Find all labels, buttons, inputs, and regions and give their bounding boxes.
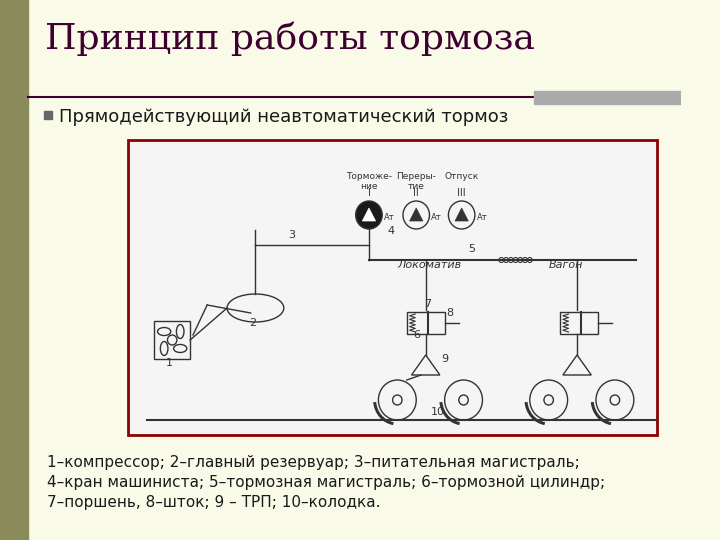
Text: Ат: Ат: [384, 213, 395, 221]
Text: Отпуск: Отпуск: [444, 172, 479, 181]
Bar: [0, 0, 28, 540]
Text: 6: 6: [413, 330, 420, 340]
Circle shape: [356, 201, 382, 229]
Circle shape: [403, 201, 430, 229]
Text: 8: 8: [446, 308, 454, 318]
Text: Прямодействующий неавтоматический тормоз: Прямодействующий неавтоматический тормоз: [58, 108, 508, 126]
Text: 7: 7: [424, 299, 431, 309]
Polygon shape: [455, 208, 468, 221]
Text: II: II: [413, 188, 419, 198]
Text: 7–поршень, 8–шток; 9 – ТРП; 10–колодка.: 7–поршень, 8–шток; 9 – ТРП; 10–колодка.: [48, 495, 381, 510]
Bar: [154, 321, 190, 359]
Text: Ат: Ат: [477, 213, 487, 221]
Bar: [560, 312, 598, 334]
Text: 1–компрессор; 2–главный резервуар; 3–питательная магистраль;: 1–компрессор; 2–главный резервуар; 3–пит…: [48, 455, 580, 470]
Text: Локоматив: Локоматив: [397, 260, 462, 270]
Text: I: I: [367, 188, 370, 198]
Bar: [407, 312, 445, 334]
Text: 1: 1: [166, 358, 173, 368]
Text: 4–кран машиниста; 5–тормозная магистраль; 6–тормозной цилиндр;: 4–кран машиниста; 5–тормозная магистраль…: [48, 475, 606, 490]
Text: 3: 3: [289, 230, 295, 240]
Bar: [534, 91, 681, 104]
Text: 9: 9: [441, 354, 448, 364]
Text: Вагон: Вагон: [549, 260, 583, 270]
Text: 2: 2: [249, 318, 256, 328]
Text: Торможе-
ние: Торможе- ние: [346, 172, 392, 191]
Circle shape: [449, 201, 475, 229]
Bar: [45, 111, 52, 119]
Polygon shape: [410, 208, 423, 221]
Text: 10: 10: [431, 407, 444, 417]
Text: Принцип работы тормоза: Принцип работы тормоза: [45, 22, 535, 57]
Bar: [127, 140, 657, 435]
Text: 4: 4: [388, 226, 395, 236]
Text: 5: 5: [468, 244, 475, 254]
Text: III: III: [457, 188, 466, 198]
Text: Переры-
тие: Переры- тие: [396, 172, 436, 191]
Polygon shape: [362, 208, 376, 221]
Text: Ат: Ат: [431, 213, 442, 221]
